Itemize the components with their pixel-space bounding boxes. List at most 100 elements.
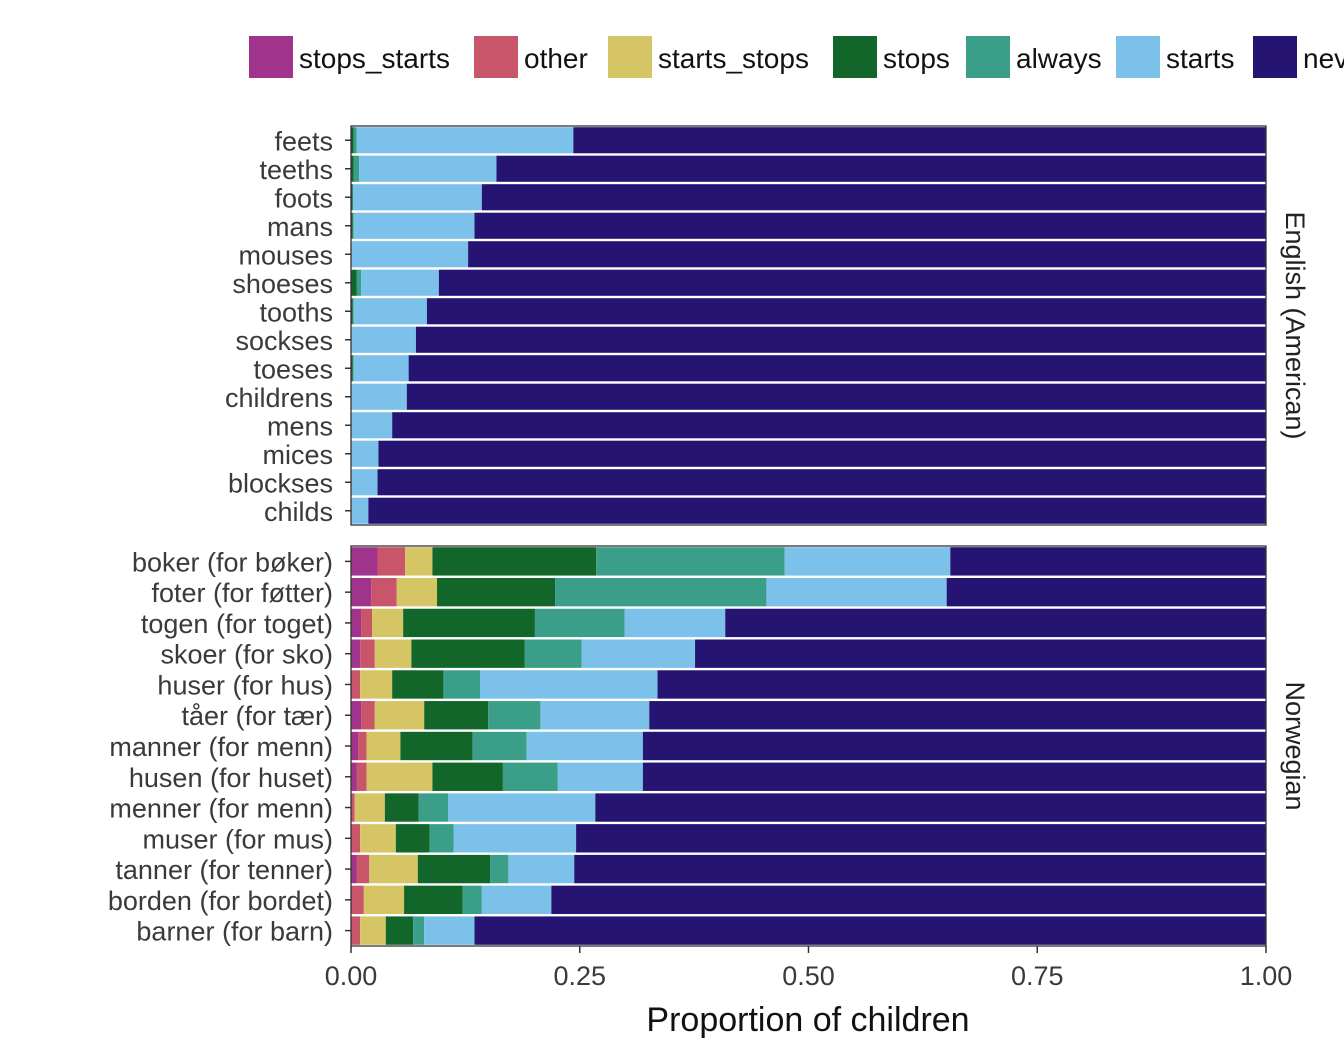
bar-row [351,762,1266,791]
bar-row [351,608,1266,638]
bar-segment-never [595,793,1266,822]
bar-segment-stops [437,577,556,607]
bar-segment-never [378,440,1266,467]
bar-segment-other [377,547,405,576]
bar-segment-starts [351,326,416,353]
legend-label-stops: stops [883,43,950,74]
bar-segment-never [368,497,1266,524]
bar-segment-starts [352,184,482,211]
y-tick-label: skoer (for sko) [160,640,333,670]
y-tick-label: menner (for menn) [109,794,333,824]
bar-row [351,469,1266,496]
bar-segment-other [360,639,375,668]
bar-segment-starts [351,469,378,496]
y-tick-label: husen (for huset) [129,763,333,793]
y-tick-label: mens [267,411,333,441]
bar-segment-stops [351,269,357,296]
bar-segment-stops [351,355,353,382]
bar-row [351,547,1266,576]
bar-row [351,701,1266,730]
bar-segment-always [596,547,785,576]
bar-segment-starts [766,577,947,607]
bar-segment-never [576,824,1266,853]
bar-segment-starts [424,916,475,945]
y-tick-label: tooths [259,297,333,327]
legend-swatch-other [474,36,518,78]
bar-segment-starts_stops [374,639,412,668]
bar-segment-starts_stops [372,608,404,638]
bar-segment-starts [359,155,497,182]
bar-segment-stops_starts [351,639,361,668]
bar-segment-other [351,885,364,915]
bar-row [351,355,1266,382]
y-tick-label: childrens [225,383,333,413]
bar-segment-starts_stops [374,701,425,730]
bar-segment-other [361,608,373,638]
legend-swatch-never [1253,36,1297,78]
bar-segment-always [472,731,527,761]
bar-segment-never [573,127,1266,154]
bar-segment-never [426,298,1266,325]
bar-segment-other [371,577,397,607]
y-tick-label: toeses [253,354,333,384]
bar-segment-stops [351,184,353,211]
bar-row [351,212,1266,239]
y-tick-label: foots [274,183,333,213]
bar-segment-starts [353,355,409,382]
bar-segment-always [524,639,582,668]
bar-segment-other [356,854,370,884]
bar-segment-never [551,885,1266,915]
bar-segment-stops [411,639,525,668]
bar-segment-stops [395,824,430,853]
legend-swatch-stops_starts [249,36,293,78]
bar-segment-starts_stops [366,731,401,761]
bar-segment-starts [351,440,379,467]
y-tick-label: tanner (for tenner) [115,855,333,885]
bar-segment-stops [417,854,491,884]
y-tick-label: tåer (for tær) [181,701,333,731]
bar-segment-always [488,701,541,730]
bar-segment-never [657,670,1266,699]
y-tick-label: mans [267,212,333,242]
bar-row [351,577,1266,607]
bar-segment-starts [356,127,574,154]
bar-segment-never [438,269,1267,296]
bar-segment-starts [351,383,407,410]
bar-segment-starts [581,639,696,668]
bar-row [351,440,1266,467]
bar-segment-starts_stops [404,547,433,576]
bar-segment-always [429,824,454,853]
bar-segment-starts [353,212,475,239]
bar-segment-always [352,212,354,239]
bar-segment-starts [353,298,427,325]
bar-segment-always [490,854,509,884]
bar-segment-stops [351,212,353,239]
bar-segment-starts_stops [363,885,405,915]
bar-segment-always [502,762,558,791]
bar-segment-never [392,412,1266,439]
bar-row [351,241,1266,268]
bar-segment-starts [351,412,393,439]
bar-segment-always [353,127,357,154]
bar-segment-never [649,701,1266,730]
bar-row [351,383,1266,410]
bar-segment-starts_stops [354,793,385,822]
strip-label: English (American) [1280,211,1310,439]
bar-segment-never [406,383,1266,410]
bar-segment-never [725,608,1266,638]
legend-swatch-stops [833,36,877,78]
bar-segment-starts_stops [369,854,418,884]
bar-row [351,412,1266,439]
bar-segment-stops_starts [351,762,357,791]
bar-row [351,326,1267,353]
bar-segment-stops [392,670,444,699]
bar-segment-stops [424,701,489,730]
y-tick-label: blockses [228,468,333,498]
bar-segment-stops [385,916,414,945]
bar-segment-never [474,916,1266,945]
bar-segment-stops [384,793,419,822]
y-tick-label: muser (for mus) [142,824,333,854]
x-axis-title: Proportion of children [646,1001,969,1039]
bar-segment-never [496,155,1266,182]
